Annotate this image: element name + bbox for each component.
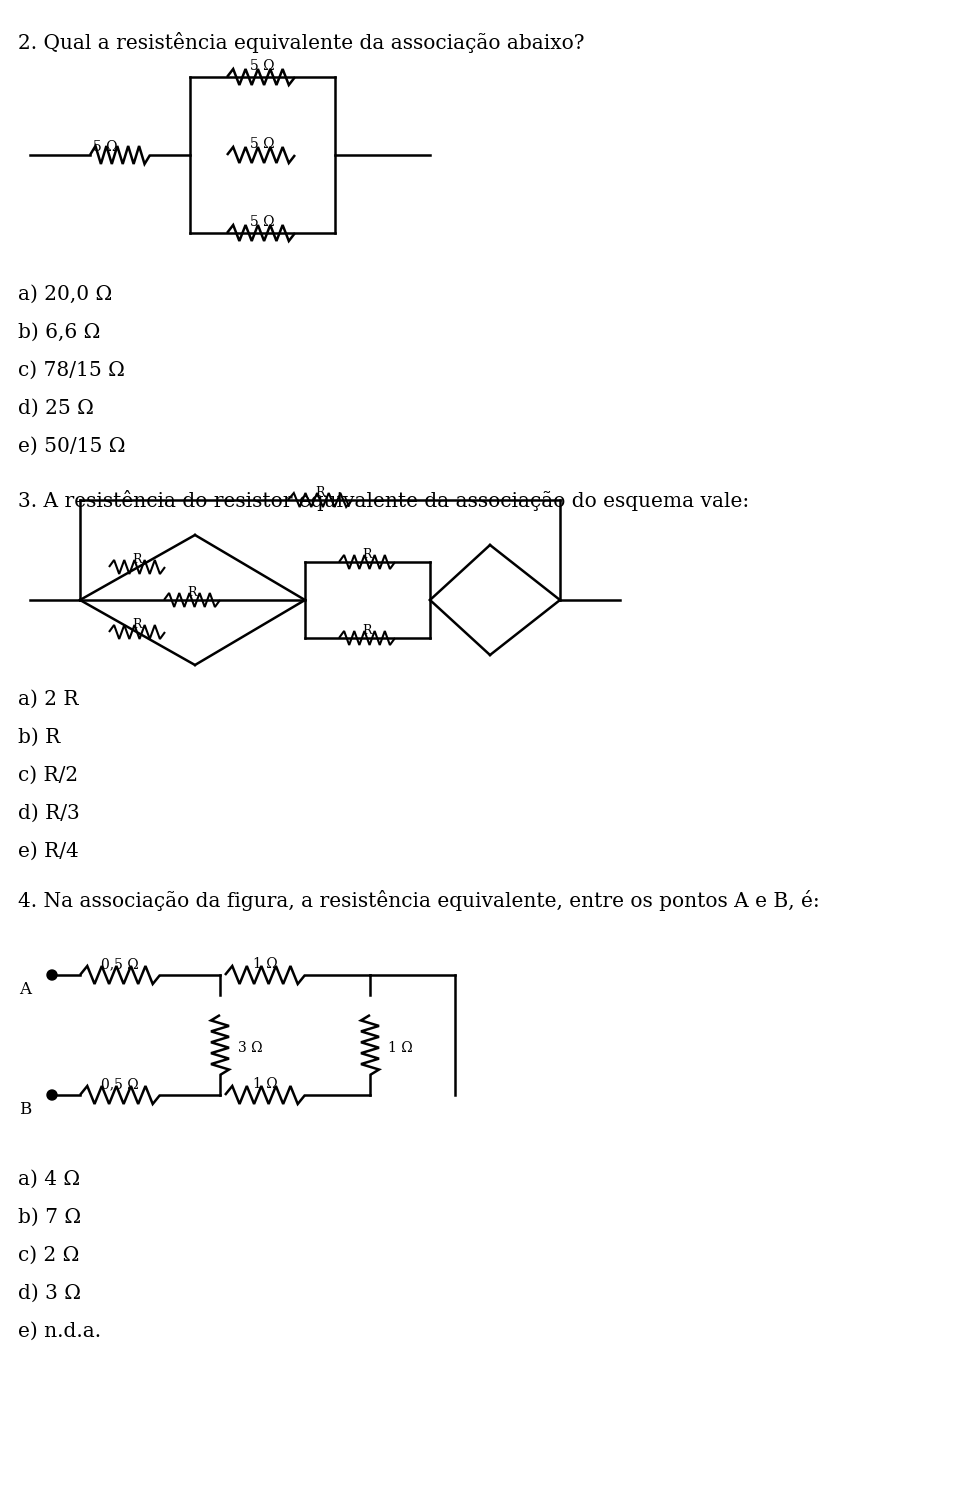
Circle shape: [47, 970, 57, 981]
Text: e) n.d.a.: e) n.d.a.: [18, 1322, 101, 1340]
Text: c) 78/15 Ω: c) 78/15 Ω: [18, 361, 125, 379]
Text: b) R: b) R: [18, 728, 60, 746]
Text: R: R: [132, 553, 142, 567]
Text: a) 2 R: a) 2 R: [18, 691, 79, 709]
Text: a) 20,0 Ω: a) 20,0 Ω: [18, 286, 112, 304]
Text: R: R: [362, 548, 372, 561]
Text: d) 3 Ω: d) 3 Ω: [18, 1284, 81, 1302]
Text: d) 25 Ω: d) 25 Ω: [18, 399, 94, 419]
Text: 1 Ω: 1 Ω: [252, 956, 277, 972]
Text: 4. Na associação da figura, a resistência equivalente, entre os pontos A e B, é:: 4. Na associação da figura, a resistênci…: [18, 890, 820, 911]
Text: 1 Ω: 1 Ω: [388, 1041, 413, 1055]
Text: 5 Ω: 5 Ω: [250, 138, 275, 151]
Circle shape: [47, 1089, 57, 1100]
Text: R: R: [315, 487, 324, 499]
Text: 5 Ω: 5 Ω: [250, 59, 275, 73]
Text: d) R/3: d) R/3: [18, 804, 80, 823]
Text: R: R: [362, 624, 372, 638]
Text: R: R: [132, 618, 142, 632]
Text: 0,5 Ω: 0,5 Ω: [101, 956, 139, 972]
Text: 3. A resistência do resistor equivalente da associação do esquema vale:: 3. A resistência do resistor equivalente…: [18, 490, 749, 511]
Text: e) 50/15 Ω: e) 50/15 Ω: [18, 437, 126, 456]
Text: e) R/4: e) R/4: [18, 842, 79, 861]
Text: a) 4 Ω: a) 4 Ω: [18, 1170, 80, 1189]
Text: 5 Ω: 5 Ω: [93, 141, 117, 154]
Text: 1 Ω: 1 Ω: [252, 1077, 277, 1091]
Text: 0,5 Ω: 0,5 Ω: [101, 1077, 139, 1091]
Text: A: A: [19, 981, 31, 997]
Text: 5 Ω: 5 Ω: [250, 215, 275, 230]
Text: b) 7 Ω: b) 7 Ω: [18, 1207, 82, 1227]
Text: B: B: [19, 1102, 31, 1118]
Text: c) 2 Ω: c) 2 Ω: [18, 1247, 80, 1265]
Text: 2. Qual a resistência equivalente da associação abaixo?: 2. Qual a resistência equivalente da ass…: [18, 32, 585, 53]
Text: c) R/2: c) R/2: [18, 766, 78, 786]
Text: R: R: [187, 586, 197, 598]
Text: 3 Ω: 3 Ω: [238, 1041, 263, 1055]
Text: b) 6,6 Ω: b) 6,6 Ω: [18, 323, 101, 341]
